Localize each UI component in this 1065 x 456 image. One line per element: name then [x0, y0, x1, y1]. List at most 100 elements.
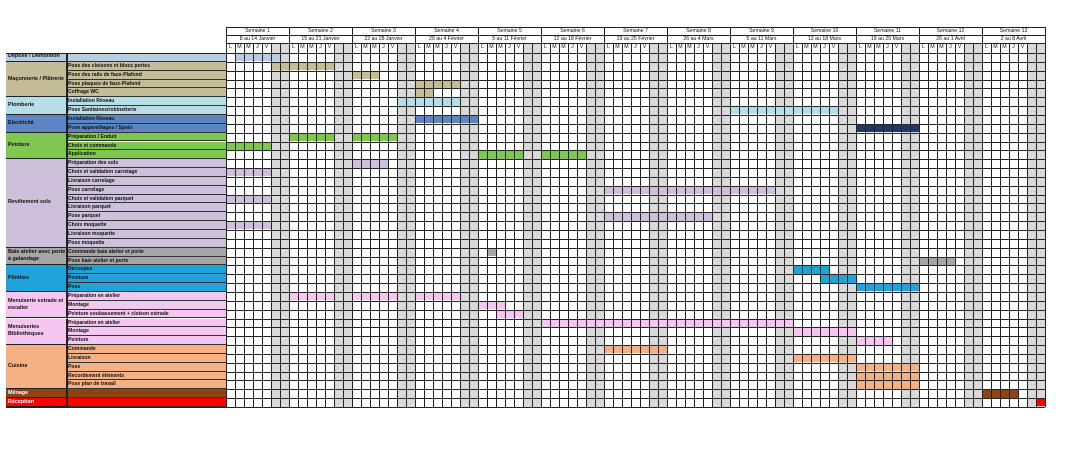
- task-label: Commande baie atelier et porte: [67, 247, 226, 257]
- grid-vline: [613, 43, 614, 407]
- grid-vline: [793, 43, 794, 407]
- section-label: Peinture: [6, 132, 67, 160]
- weekend-column: [343, 43, 352, 407]
- day-letter: M: [372, 44, 377, 50]
- task-label: Pose moquette: [67, 238, 226, 248]
- section-label: Plinthes: [6, 265, 67, 292]
- grid-vline: [955, 43, 956, 407]
- task-label: Pose Sanitaines/robinetterie: [67, 106, 226, 115]
- week-dates: 29 au 4 Février: [429, 36, 464, 42]
- grid-vline: [280, 43, 281, 407]
- grid-hline: [226, 283, 1045, 284]
- grid-vline: [622, 43, 623, 407]
- grid-vline: [298, 43, 299, 407]
- day-letter: L: [229, 44, 232, 50]
- grid-hline: [226, 291, 1045, 293]
- day-letter: J: [571, 44, 574, 50]
- grid-hline: [226, 300, 1045, 302]
- grid-hline: [226, 353, 1045, 355]
- week-name: Semaine 5: [497, 28, 522, 34]
- grid-vline: [982, 43, 983, 407]
- task-bar: [289, 133, 334, 141]
- task-label: Choix et validation parquet: [67, 194, 226, 204]
- day-letter: M: [678, 44, 683, 50]
- day-letter: J: [697, 44, 700, 50]
- grid-vline: [253, 43, 254, 407]
- day-letter: J: [382, 44, 385, 50]
- grid-vline: [1027, 43, 1028, 407]
- weekend-column: [964, 43, 973, 407]
- grid-vline: [667, 43, 668, 407]
- day-letter: V: [642, 44, 647, 50]
- grid-vline: [325, 43, 326, 407]
- grid-vline: [478, 43, 479, 407]
- task-label: Pose des rails de faux-Plafond: [67, 70, 226, 80]
- grid-vline: [775, 43, 776, 407]
- grid-vline: [469, 43, 470, 407]
- day-letter: V: [957, 44, 962, 50]
- day-letter: M: [993, 44, 998, 50]
- task-bar: [604, 319, 667, 327]
- task-label: Découpes: [67, 265, 226, 275]
- task-label: Préparation en atelier: [67, 318, 226, 328]
- task-bar: [289, 62, 334, 71]
- week-name: Semaine 2: [308, 28, 333, 34]
- grid-vline: [271, 43, 272, 407]
- weekend-column: [721, 43, 730, 407]
- grid-vline: [568, 43, 569, 407]
- grid-hline: [226, 221, 1045, 222]
- grid-vline: [829, 43, 830, 407]
- week-name: Semaine 6: [560, 28, 585, 34]
- weekend-column: [910, 43, 919, 407]
- grid-vline: [811, 43, 812, 407]
- day-letter: V: [327, 44, 332, 50]
- task-label: Pose baie atelier et porte: [67, 256, 226, 266]
- day-letter: M: [426, 44, 431, 50]
- grid-hline: [226, 159, 1045, 160]
- grid-hline: [226, 265, 1045, 266]
- weekend-column: [460, 43, 469, 407]
- header-line: [226, 43, 1045, 44]
- task-bar: [667, 213, 712, 221]
- task-bar: [730, 186, 775, 195]
- grid-vline: [244, 43, 245, 407]
- grid-hline: [226, 61, 1045, 63]
- grid-hline: [226, 309, 1045, 311]
- day-letter: M: [498, 44, 503, 50]
- grid-vline: [874, 43, 875, 407]
- grid-vline: [730, 43, 731, 407]
- task-bar: [1036, 399, 1045, 407]
- grid-vline: [802, 43, 803, 407]
- day-letter: V: [768, 44, 773, 50]
- day-letter: J: [634, 44, 637, 50]
- grid-vline: [1036, 43, 1037, 407]
- week-name: Semaine 13: [999, 28, 1028, 34]
- day-letter: M: [552, 44, 557, 50]
- grid-hline: [226, 380, 1045, 382]
- weekend-column: [1036, 43, 1045, 407]
- task-label: Peinture: [67, 274, 226, 284]
- task-bar: [487, 248, 496, 257]
- grid-vline: [1018, 43, 1019, 407]
- day-letter: M: [300, 44, 305, 50]
- weekend-column: [406, 43, 415, 407]
- day-letter: L: [418, 44, 421, 50]
- task-col-divider: [67, 53, 68, 407]
- section-label: Electricité: [6, 114, 67, 133]
- week-dates: 5 au 11 Mars: [746, 36, 777, 42]
- weekend-column: [532, 43, 541, 407]
- grid-hline: [226, 362, 1045, 364]
- week-name: Semaine 3: [371, 28, 396, 34]
- grid-hline: [226, 398, 1045, 399]
- day-letter: L: [607, 44, 610, 50]
- grid-vline: [388, 43, 389, 407]
- grid-hline: [226, 168, 1045, 169]
- task-bar: [226, 222, 271, 230]
- task-label: Préparation des sols: [67, 159, 226, 169]
- grid-hline: [226, 327, 1045, 328]
- week-dates: 2 au 8 Avril: [1000, 36, 1027, 42]
- grid-hline: [226, 247, 1045, 249]
- grid-vline: [415, 43, 416, 407]
- day-letter: L: [985, 44, 988, 50]
- grid-vline: [505, 43, 506, 407]
